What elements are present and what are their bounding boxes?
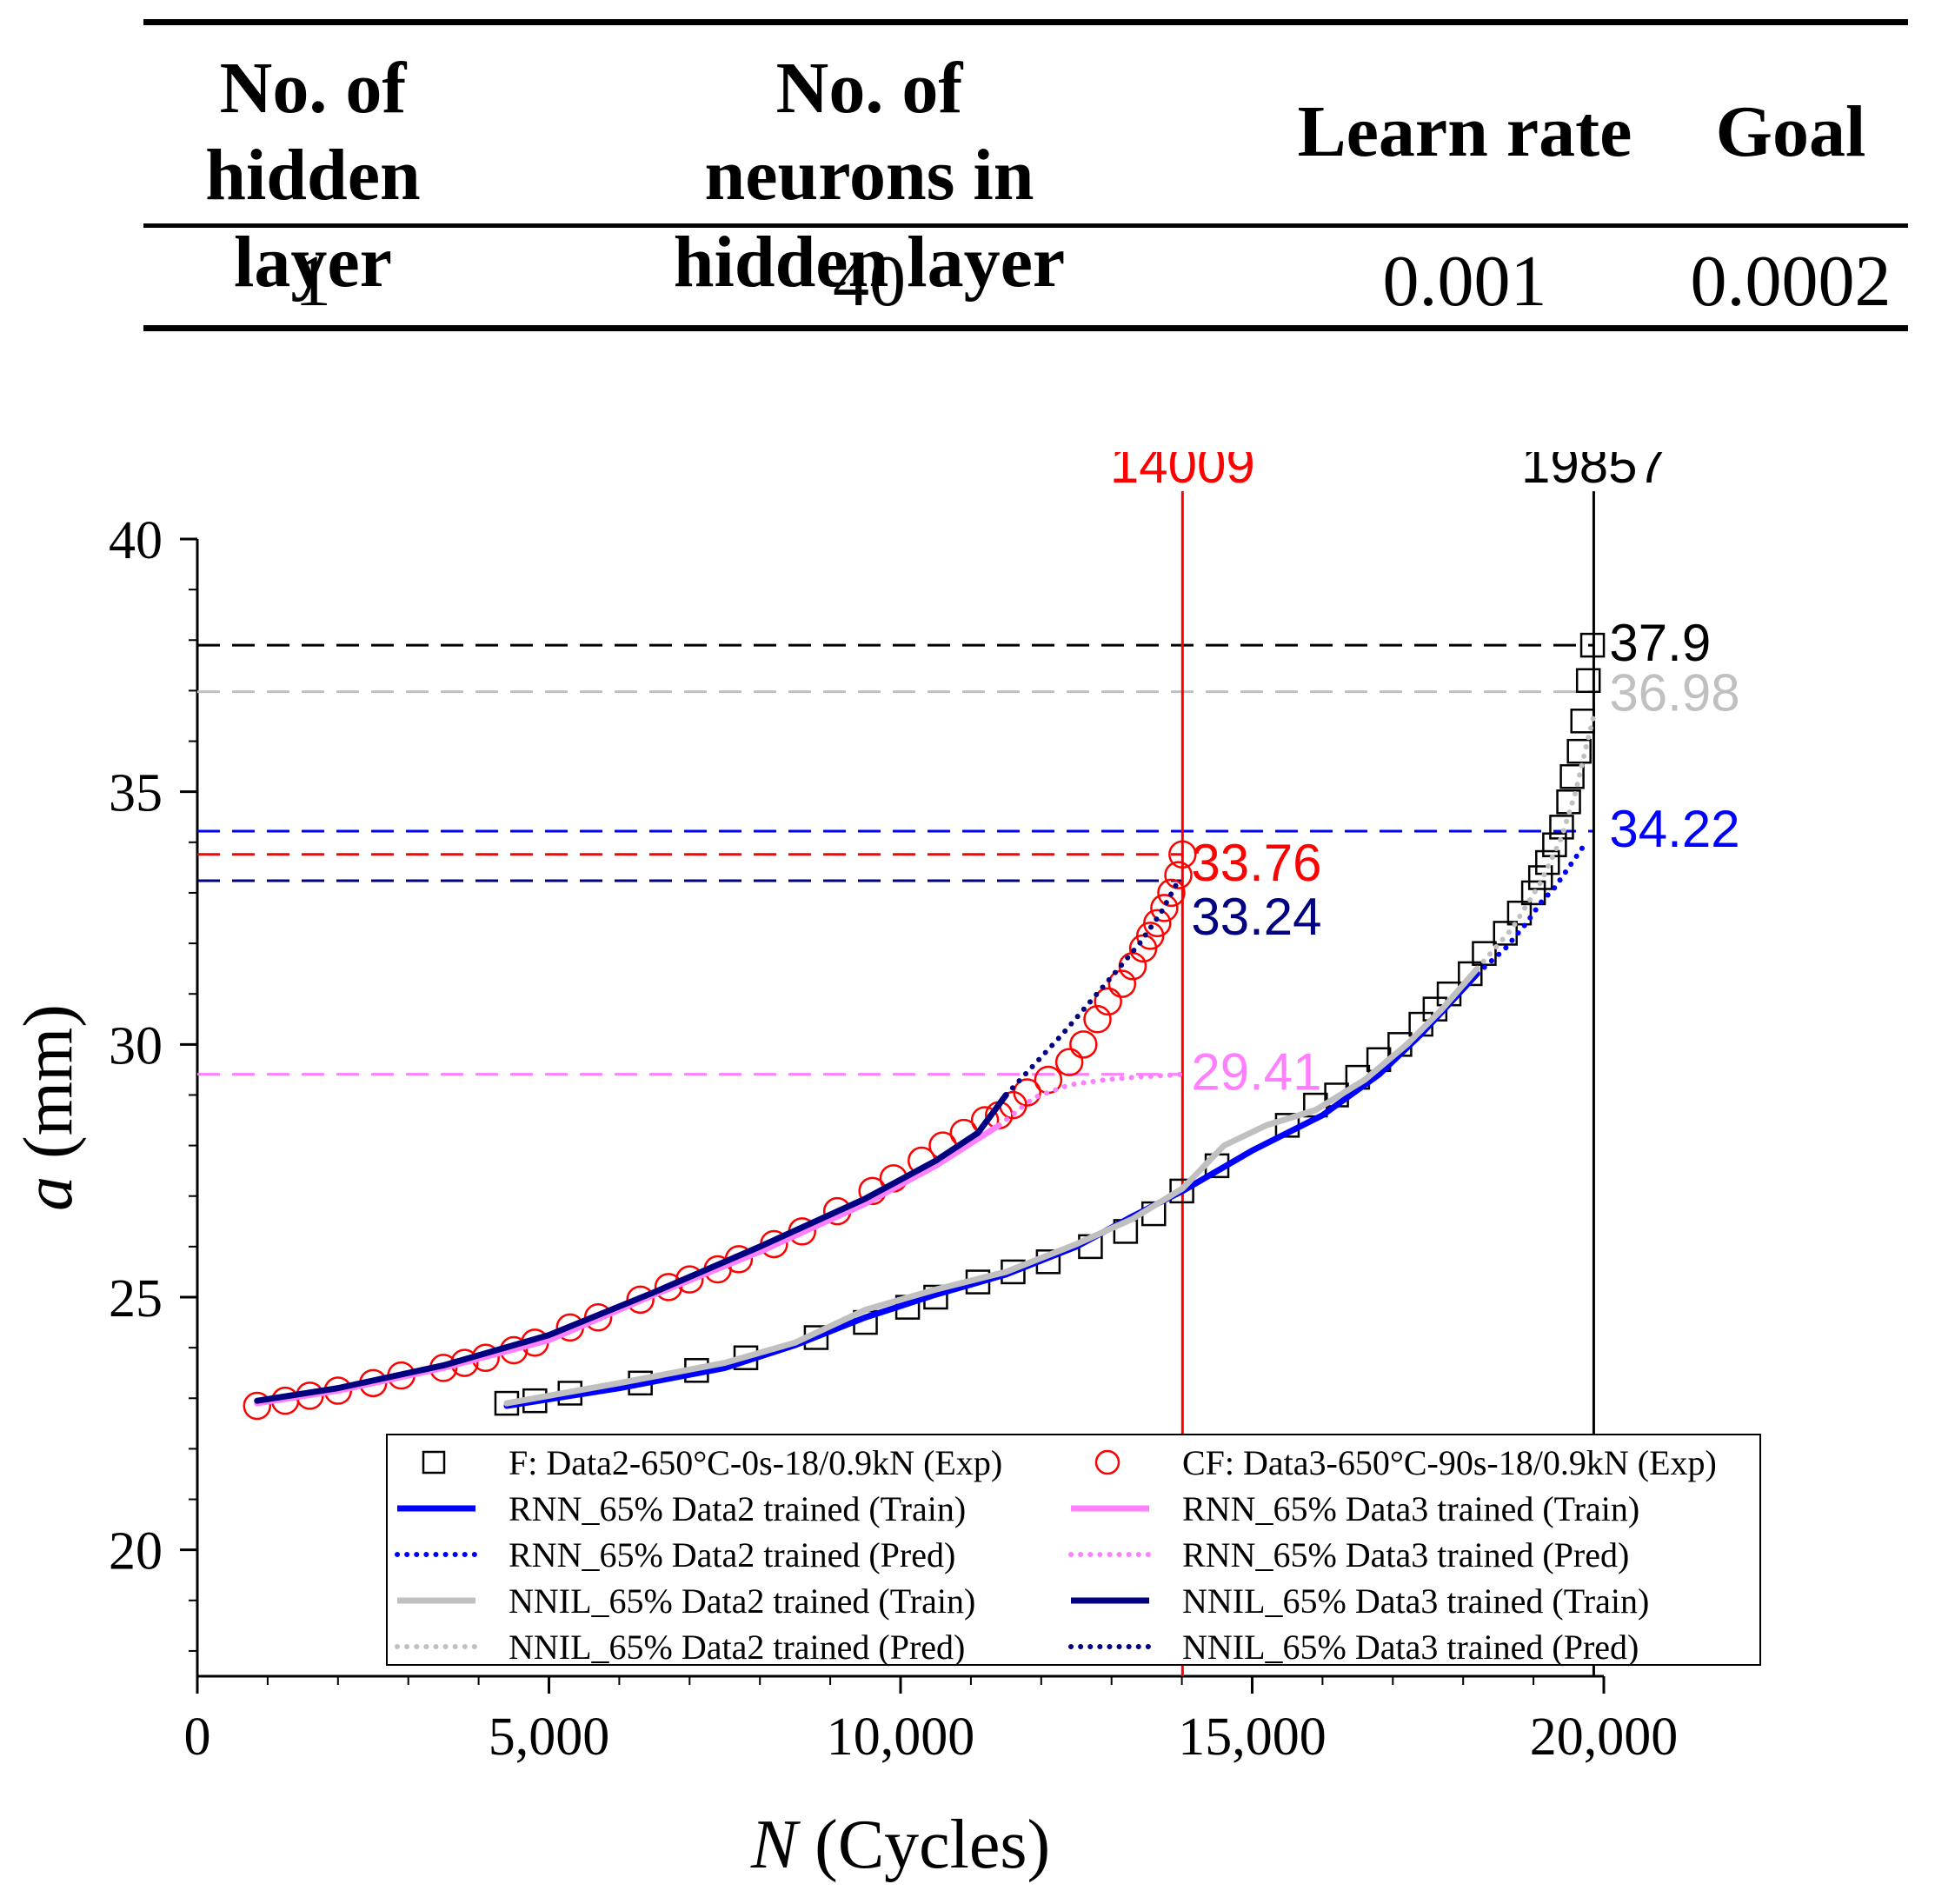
data-point-exp-data2 <box>1535 849 1560 875</box>
series-nnil-65-data2-trained-train <box>503 965 1480 1407</box>
hline-label-33-24: 33.24 <box>1191 888 1321 946</box>
y-tick-label: 35 <box>109 764 163 823</box>
vline-label-19857: 19857 <box>1521 452 1666 494</box>
data-point-exp-data3 <box>1168 840 1197 869</box>
hline-label-37-9: 37.9 <box>1609 614 1711 672</box>
legend-label-rnn-65-data3-trained-train: RNN_65% Data3 trained (Train) <box>1182 1489 1639 1528</box>
x-tick-label: 20,000 <box>1530 1708 1679 1767</box>
hline-label-34-22: 34.22 <box>1609 800 1739 858</box>
header-hidden-layers: No. of hidden layer <box>205 48 421 303</box>
x-tick-label: 0 <box>184 1708 211 1767</box>
x-axis-title-symbol: N <box>750 1807 801 1883</box>
y-axis-title-text: (mm) <box>10 1004 87 1176</box>
y-axis-title-symbol: a <box>10 1176 87 1211</box>
legend-label-nnil-65-data3-trained-train: NNIL_65% Data3 trained (Train) <box>1182 1581 1649 1621</box>
x-tick-label: 5,000 <box>489 1708 610 1767</box>
data-point-exp-data3 <box>1157 878 1186 908</box>
y-tick-label: 40 <box>109 511 163 570</box>
data-point-exp-data3 <box>1150 894 1179 922</box>
legend-label-nnil-65-data2-trained-pred: NNIL_65% Data2 trained (Pred) <box>509 1628 965 1667</box>
data-point-exp-data2 <box>1549 815 1574 840</box>
legend-label-nnil-65-data2-trained-train: NNIL_65% Data2 trained (Train) <box>509 1581 975 1621</box>
data-point-exp-data3 <box>626 1285 655 1315</box>
parameter-table: No. of hidden layer No. of neurons in hi… <box>143 19 1908 332</box>
value-hidden-layers: 1 <box>295 241 331 322</box>
data-point-exp-data3 <box>1107 969 1137 998</box>
data-point-exp-data3 <box>1069 1030 1098 1059</box>
data-point-exp-data3 <box>1164 861 1193 889</box>
x-tick-label: 10,000 <box>827 1708 975 1767</box>
value-learn-rate: 0.001 <box>1382 241 1547 322</box>
header-neurons: No. of neurons in hidden layer <box>673 48 1066 303</box>
data-point-exp-data2 <box>1506 900 1533 926</box>
series-rnn-65-data2-trained-train <box>503 970 1480 1409</box>
data-point-exp-data3 <box>1083 1005 1112 1034</box>
hline-label-33-76: 33.76 <box>1191 834 1321 892</box>
data-point-exp-data2 <box>1579 632 1606 658</box>
series-nnil-65-data2-trained-pred <box>1474 713 1597 972</box>
header-goal: Goal <box>1715 91 1866 172</box>
legend-label-rnn-65-data3-trained-pred: RNN_65% Data3 trained (Pred) <box>1182 1535 1629 1574</box>
data-point-exp-data3 <box>1013 1078 1041 1107</box>
hline-label-36-98: 36.98 <box>1609 664 1739 722</box>
x-tick-label: 15,000 <box>1178 1708 1327 1767</box>
data-point-exp-data2 <box>1559 763 1585 789</box>
data-point-exp-data2 <box>1520 880 1546 906</box>
header-learn-rate: Learn rate <box>1297 91 1632 172</box>
y-tick-label: 20 <box>109 1522 163 1581</box>
vline-label-14009: 14009 <box>1110 452 1255 494</box>
table-top-rule <box>143 19 1908 25</box>
legend-box <box>386 1434 1761 1666</box>
series-rnn-65-data2-trained-pred <box>1474 844 1586 976</box>
legend-label-rnn-65-data2-trained-pred: RNN_65% Data2 trained (Pred) <box>509 1535 955 1574</box>
y-axis-title: a (mm) <box>10 1004 87 1211</box>
legend-label-nnil-65-data3-trained-pred: NNIL_65% Data3 trained (Pred) <box>1182 1628 1639 1667</box>
series-rnn-65-data3-trained-pred <box>996 1071 1186 1128</box>
data-point-exp-data2 <box>1169 1178 1194 1204</box>
table-bottom-rule <box>143 325 1908 331</box>
crack-growth-chart: 0 5,000 10,000 15,000 20,000 20 25 30 35 40 N (Cyc… <box>10 452 1761 1883</box>
data-point-exp-data3 <box>1094 987 1122 1016</box>
x-axis-title-text: (Cycles) <box>797 1807 1050 1883</box>
data-point-exp-data2 <box>1527 865 1553 890</box>
data-point-exp-data3 <box>243 1391 272 1421</box>
data-point-exp-data3 <box>1143 909 1172 938</box>
hline-label-29-41: 29.41 <box>1191 1043 1321 1102</box>
y-tick-label: 30 <box>109 1016 163 1075</box>
value-goal: 0.0002 <box>1690 241 1892 322</box>
data-point-exp-data2 <box>1566 738 1592 764</box>
value-neurons: 40 <box>833 241 906 322</box>
legend-swatch-cf-data3-650-c-90s-18-0-9kn-exp <box>1094 1449 1120 1475</box>
series-nnil-65-data3-trained-pred <box>1003 877 1181 1098</box>
data-point-exp-data3 <box>654 1273 683 1302</box>
table-mid-rule <box>143 223 1908 228</box>
legend-label-cf-data3-650-c-90s-18-0-9kn-exp: CF: Data3-650°C-90s-18/0.9kN (Exp) <box>1182 1443 1717 1482</box>
x-axis-title: N (Cycles) <box>750 1807 1050 1883</box>
data-point-exp-data2 <box>1575 668 1601 694</box>
legend-label-rnn-65-data2-trained-train: RNN_65% Data2 trained (Train) <box>509 1489 966 1528</box>
series-nnil-65-data3-trained-train <box>254 1091 1009 1404</box>
data-point-exp-data3 <box>1054 1048 1084 1076</box>
legend-label-f-data2-650-c-0s-18-0-9kn-exp: F: Data2-650°C-0s-18/0.9kN (Exp) <box>509 1443 1002 1482</box>
y-tick-label: 25 <box>109 1269 163 1328</box>
legend-swatch-f-data2-650-c-0s-18-0-9kn-exp <box>422 1450 446 1475</box>
data-point-exp-data2 <box>1542 832 1567 857</box>
